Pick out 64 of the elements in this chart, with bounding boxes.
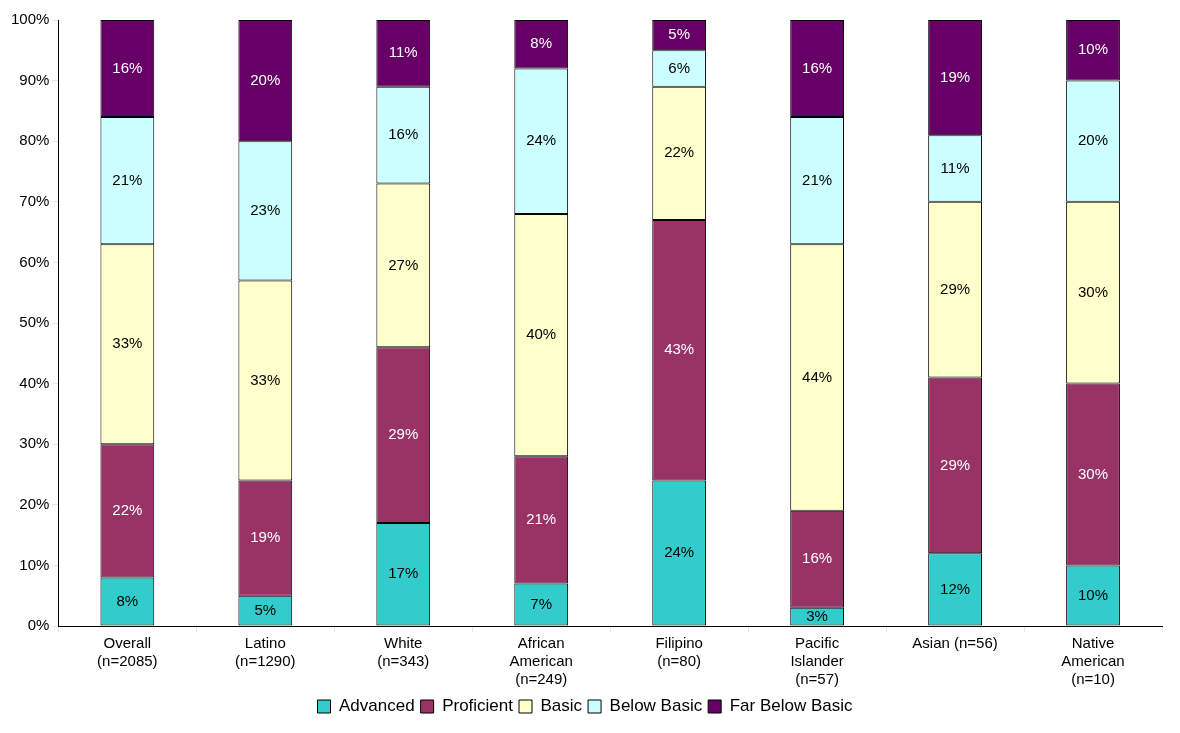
y-tick-label: 90% bbox=[19, 70, 50, 88]
data-label: 16% bbox=[112, 58, 143, 76]
data-label: 10% bbox=[1078, 585, 1109, 603]
data-label: 5% bbox=[668, 25, 690, 43]
data-label: 8% bbox=[116, 591, 139, 609]
data-label: 23% bbox=[250, 201, 281, 219]
data-label: 11% bbox=[388, 43, 418, 61]
data-label: 6% bbox=[668, 58, 690, 76]
data-label: 22% bbox=[112, 501, 143, 518]
data-label: 19% bbox=[250, 528, 281, 546]
data-label: 17% bbox=[388, 564, 419, 582]
data-label: 21% bbox=[112, 170, 143, 188]
data-label: 27% bbox=[388, 255, 419, 273]
data-label: 12% bbox=[940, 579, 971, 597]
y-tick-label: 50% bbox=[19, 313, 50, 331]
data-label: 16% bbox=[802, 58, 833, 76]
legend-label: Far Below Basic bbox=[729, 696, 853, 716]
data-label: 21% bbox=[526, 510, 557, 528]
data-label: 7% bbox=[530, 594, 553, 612]
legend-label: Basic bbox=[540, 696, 583, 716]
data-label: 11% bbox=[940, 158, 970, 176]
x-tick-label: Latino (n=1290) bbox=[235, 634, 296, 670]
legend-label: Proficient bbox=[442, 696, 514, 716]
legend-label: Advanced bbox=[339, 696, 415, 716]
data-label: 16% bbox=[802, 549, 833, 567]
y-tick-label: 70% bbox=[19, 191, 50, 209]
y-tick-label: 0% bbox=[27, 616, 50, 634]
x-tick-label: Filipino (n=80) bbox=[655, 634, 703, 670]
data-label: 3% bbox=[806, 606, 828, 624]
data-label: 20% bbox=[250, 70, 281, 88]
data-label: 30% bbox=[1078, 464, 1109, 482]
y-tick-label: 80% bbox=[19, 131, 50, 149]
data-label: 24% bbox=[526, 131, 557, 149]
x-tick-label: African American (n=249) bbox=[509, 634, 573, 688]
data-label: 29% bbox=[388, 425, 419, 443]
x-tick-label: Pacific Islander (n=57) bbox=[790, 634, 844, 688]
data-label: 29% bbox=[940, 455, 971, 473]
data-label: 44% bbox=[802, 367, 833, 385]
data-label: 19% bbox=[940, 67, 971, 85]
data-label: 22% bbox=[664, 143, 695, 161]
data-label: 21% bbox=[802, 170, 833, 188]
legend-label: Below Basic bbox=[609, 696, 703, 716]
data-label: 33% bbox=[250, 370, 281, 388]
x-tick-label: Overall (n=2085) bbox=[97, 634, 158, 670]
data-label: 40% bbox=[526, 325, 557, 343]
y-tick-label: 20% bbox=[19, 494, 50, 512]
data-label: 24% bbox=[664, 543, 695, 561]
y-tick-label: 60% bbox=[19, 252, 50, 270]
data-label: 10% bbox=[1078, 40, 1109, 58]
data-label: 5% bbox=[254, 600, 277, 618]
data-label: 30% bbox=[1078, 282, 1109, 300]
x-tick-label: White (n=343) bbox=[377, 634, 430, 670]
x-tick-label: Asian (n=56) bbox=[912, 634, 998, 652]
y-tick-label: 40% bbox=[19, 373, 50, 391]
data-label: 29% bbox=[940, 279, 971, 297]
data-label: 20% bbox=[1078, 131, 1109, 149]
y-tick-label: 30% bbox=[19, 434, 50, 452]
y-tick-label: 10% bbox=[19, 555, 50, 573]
data-label: 16% bbox=[388, 125, 419, 143]
y-tick-label: 100% bbox=[10, 10, 50, 28]
data-label: 43% bbox=[664, 340, 695, 358]
data-label: 8% bbox=[530, 34, 553, 52]
data-label: 33% bbox=[112, 334, 143, 352]
x-tick-label: Native American (n=10) bbox=[1061, 634, 1125, 688]
